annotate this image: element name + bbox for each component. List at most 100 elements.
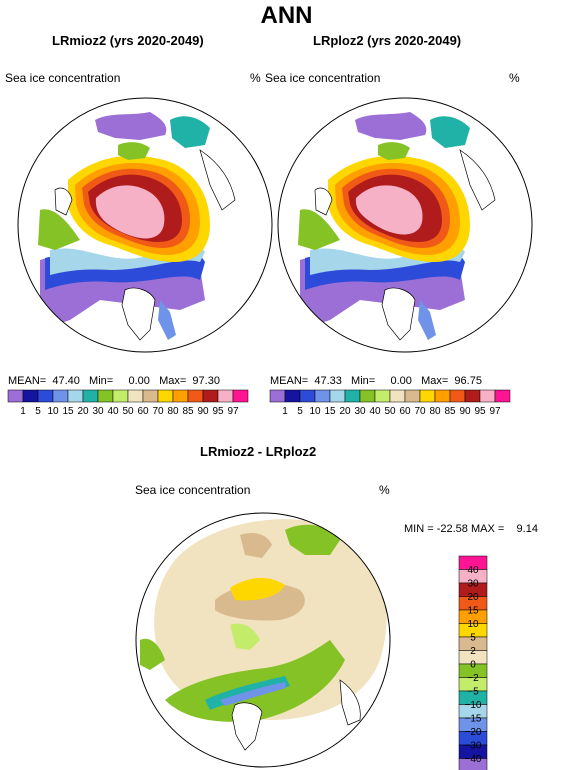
top-colorbar-left-tick-label: 20 bbox=[77, 406, 89, 417]
diff-min: -22.58 bbox=[436, 523, 468, 535]
top-colorbar-left-swatch bbox=[112, 389, 129, 403]
diff-panel-stats: MIN = -22.58 MAX = 9.14 bbox=[404, 523, 538, 535]
panel-right-map bbox=[278, 98, 532, 352]
panel-right-min-label: Min= bbox=[351, 375, 376, 387]
top-colorbar-right-swatch bbox=[359, 389, 376, 403]
diff-colorbar-tick-label: 5 bbox=[470, 633, 476, 644]
top-colorbar-right: 1 5 10 15 20 30 40 50 60 70 80 85 90 95 97 bbox=[269, 389, 511, 417]
top-colorbar-right-swatch bbox=[314, 389, 331, 403]
diff-colorbar-swatch bbox=[458, 758, 488, 770]
top-colorbar-left-swatch bbox=[202, 389, 219, 403]
panel-right-variable: Sea ice concentration bbox=[265, 71, 381, 85]
top-colorbar-right-swatch bbox=[284, 389, 301, 403]
diff-colorbar-tick-label: 2 bbox=[470, 646, 476, 657]
top-colorbar-left-swatch bbox=[232, 389, 249, 403]
panel-right-boundary bbox=[277, 97, 533, 353]
top-colorbar-right-tick-label: 15 bbox=[324, 406, 336, 417]
top-colorbar-right-tick-label: 97 bbox=[489, 406, 501, 417]
top-colorbar-right-tick-label: 5 bbox=[297, 406, 303, 417]
panel-right-mean: 47.33 bbox=[314, 375, 342, 387]
diff-colorbar-tick-label: 10 bbox=[467, 619, 479, 630]
figure-title: ANN bbox=[260, 2, 313, 29]
panel-right-mean-label: MEAN= bbox=[270, 375, 309, 387]
diff-colorbar-tick-label: 15 bbox=[467, 606, 479, 617]
top-colorbar-left-tick-label: 50 bbox=[122, 406, 134, 417]
top-colorbar-right-tick-label: 70 bbox=[414, 406, 426, 417]
top-colorbar-left: 1 5 10 15 20 30 40 50 60 70 80 85 90 95 97 bbox=[7, 389, 249, 417]
top-colorbar-right-tick-label: 20 bbox=[339, 406, 351, 417]
top-colorbar-right-swatch bbox=[374, 389, 391, 403]
panel-left-mean-label: MEAN= bbox=[8, 375, 47, 387]
panel-right-title: LRploz2 (yrs 2020-2049) bbox=[313, 33, 462, 48]
top-colorbar-right-swatch bbox=[494, 389, 511, 403]
top-colorbar-left-swatch bbox=[82, 389, 99, 403]
panel-left-mean: 47.40 bbox=[52, 375, 80, 387]
diff-colorbar-tick-label: −30 bbox=[465, 741, 482, 752]
top-colorbar-right-tick-label: 80 bbox=[429, 406, 441, 417]
top-colorbar-left-tick-label: 97 bbox=[227, 406, 239, 417]
panel-left-max-label: Max= bbox=[159, 375, 187, 387]
top-colorbar-left-swatch bbox=[157, 389, 174, 403]
top-colorbar-right-swatch bbox=[389, 389, 406, 403]
diff-boundary bbox=[135, 512, 391, 768]
top-colorbar-right-tick-label: 95 bbox=[474, 406, 486, 417]
diff-panel-unit: % bbox=[379, 483, 390, 497]
top-colorbar-right-tick-label: 40 bbox=[369, 406, 381, 417]
top-colorbar-left-tick-label: 10 bbox=[47, 406, 59, 417]
top-colorbar-left-swatch bbox=[97, 389, 114, 403]
panel-right-stats: MEAN= 47.33 Min= 0.00 Max= 96.75 bbox=[270, 375, 482, 387]
panel-left-min-label: Min= bbox=[89, 375, 114, 387]
top-colorbar-left-tick-label: 5 bbox=[35, 406, 41, 417]
diff-max-label: MAX = bbox=[470, 523, 505, 535]
panel-left-map bbox=[18, 98, 272, 352]
top-colorbar-left-swatch bbox=[67, 389, 84, 403]
top-colorbar-right-tick-label: 50 bbox=[384, 406, 396, 417]
diff-colorbar-tick-label: 40 bbox=[467, 565, 479, 576]
panel-left-stats: MEAN= 47.40 Min= 0.00 Max= 97.30 bbox=[8, 375, 220, 387]
top-colorbar-right-tick-label: 90 bbox=[459, 406, 471, 417]
top-colorbar-left-tick-label: 1 bbox=[20, 406, 26, 417]
diff-colorbar-tick-label: −40 bbox=[465, 754, 482, 765]
top-colorbar-right-tick-label: 1 bbox=[282, 406, 288, 417]
top-colorbar-left-tick-label: 15 bbox=[62, 406, 74, 417]
diff-colorbar-tick-label: −20 bbox=[465, 727, 482, 738]
top-colorbar-left-swatch bbox=[187, 389, 204, 403]
panel-right-min: 0.00 bbox=[390, 375, 412, 387]
top-colorbar-left-swatch bbox=[52, 389, 69, 403]
panel-left-variable: Sea ice concentration bbox=[5, 71, 121, 85]
top-colorbar-left-swatch bbox=[142, 389, 159, 403]
top-colorbar-right-swatch bbox=[419, 389, 436, 403]
top-colorbar-right-swatch bbox=[404, 389, 421, 403]
top-colorbar-right-swatch bbox=[434, 389, 451, 403]
top-colorbar-left-swatch bbox=[127, 389, 144, 403]
diff-min-label: MIN = bbox=[404, 523, 434, 535]
top-colorbar-left-tick-label: 80 bbox=[167, 406, 179, 417]
top-colorbar-right-tick-label: 85 bbox=[444, 406, 456, 417]
top-colorbar-left-swatch bbox=[22, 389, 39, 403]
diff-colorbar-tick-label: 0 bbox=[470, 660, 476, 671]
top-colorbar-left-tick-label: 60 bbox=[137, 406, 149, 417]
diff-panel-title: LRmioz2 - LRploz2 bbox=[200, 444, 317, 459]
top-colorbar-left-swatch bbox=[7, 389, 24, 403]
panel-right-max: 96.75 bbox=[454, 375, 482, 387]
top-colorbar-right-swatch bbox=[449, 389, 466, 403]
top-colorbar-left-tick-label: 95 bbox=[212, 406, 224, 417]
top-colorbar-right-tick-label: 10 bbox=[309, 406, 321, 417]
top-colorbar-right-tick-label: 30 bbox=[354, 406, 366, 417]
panel-left-min: 0.00 bbox=[128, 375, 150, 387]
diff-colorbar-tick-label: −2 bbox=[467, 673, 479, 684]
top-colorbar-right-swatch bbox=[299, 389, 316, 403]
diff-map bbox=[136, 513, 390, 767]
top-colorbar-right-swatch bbox=[464, 389, 481, 403]
diff-colorbar-tick-label: −10 bbox=[465, 700, 482, 711]
diff-colorbar-tick-label: 30 bbox=[467, 579, 479, 590]
top-colorbar-right-swatch bbox=[269, 389, 286, 403]
top-colorbar-right-tick-label: 60 bbox=[399, 406, 411, 417]
top-colorbar-left-tick-label: 40 bbox=[107, 406, 119, 417]
panel-left-title: LRmioz2 (yrs 2020-2049) bbox=[52, 33, 204, 48]
top-colorbar-right-swatch bbox=[329, 389, 346, 403]
panel-right-max-label: Max= bbox=[421, 375, 449, 387]
panel-left-unit: % bbox=[250, 71, 261, 85]
panel-left-boundary bbox=[17, 97, 273, 353]
